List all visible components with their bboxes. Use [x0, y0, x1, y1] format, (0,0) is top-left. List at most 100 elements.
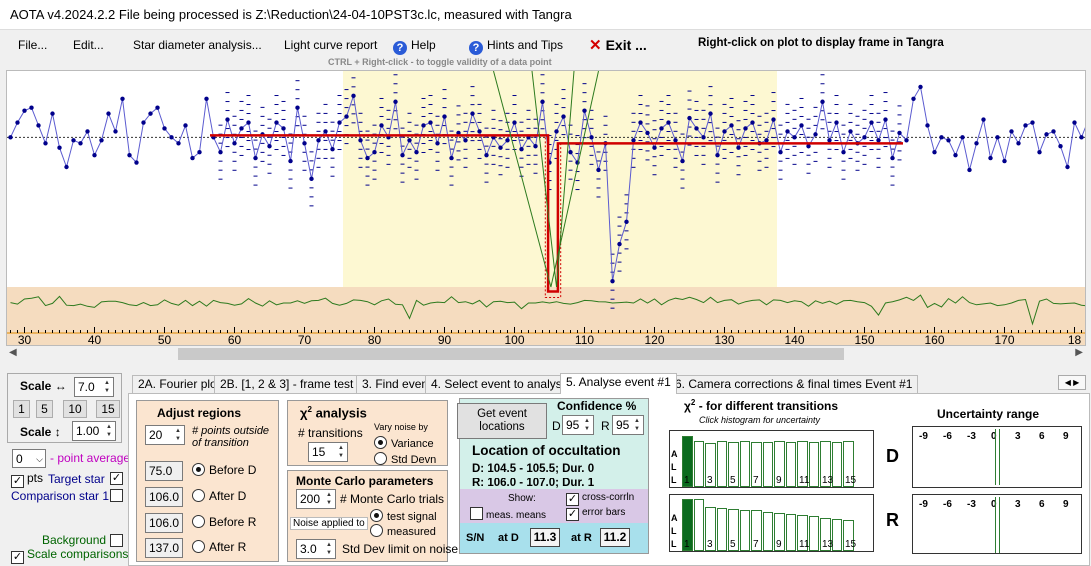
histogram-bar[interactable] — [808, 516, 819, 551]
before-r-radio[interactable]: Before R — [192, 515, 256, 529]
cross-corr-checkbox[interactable]: ✓ cross-corrln — [566, 492, 634, 506]
histogram-bar[interactable] — [751, 442, 762, 487]
confidence-r-input[interactable]: 95 ▲ ▼ — [612, 415, 644, 435]
menu-exit[interactable]: ✕ Exit ... — [589, 36, 647, 54]
x-tick-label: 60 — [228, 333, 242, 345]
pts-checkbox[interactable]: ✓ pts — [11, 471, 43, 488]
histogram-bar[interactable] — [774, 513, 785, 551]
spinner-icon[interactable]: ▲ ▼ — [584, 418, 590, 432]
monte-carlo-trials-input[interactable]: 200 ▲ ▼ — [296, 489, 336, 509]
std-devn-radio[interactable]: Std Devn — [374, 452, 436, 466]
histogram-bar[interactable] — [820, 441, 831, 487]
histogram-bar[interactable] — [751, 510, 762, 551]
menu-file[interactable]: File... — [18, 38, 48, 52]
tab-find-events[interactable]: 3. Find events — [356, 375, 444, 393]
histogram-bar[interactable] — [843, 441, 854, 487]
histogram-bar[interactable] — [797, 515, 808, 551]
points-outside-input[interactable]: 20 ▲ ▼ — [145, 425, 185, 445]
light-curve-plot[interactable]: 30 40 50 60 70 80 90 100 110 120 130 140 150 160 170 18 — [6, 68, 1091, 347]
tab-scroll-arrows[interactable]: ◀ ▶ — [1058, 375, 1086, 390]
spinner-icon[interactable]: ▲ ▼ — [104, 380, 110, 394]
scroll-left-icon[interactable]: ◀ — [9, 347, 17, 358]
scale-step-15-button[interactable]: 15 — [96, 400, 120, 418]
error-bars-checkbox[interactable]: ✓ error bars — [566, 507, 625, 521]
histogram-r[interactable]: A L L 1 3 5 7 9 11 13 15 — [669, 494, 874, 552]
transitions-label: # transitions — [298, 426, 363, 440]
histogram-bar[interactable] — [785, 514, 796, 551]
sn-at-d-value: 11.3 — [530, 528, 560, 547]
comparison-star-checkbox[interactable] — [110, 489, 123, 502]
transitions-input[interactable]: 15 ▲ ▼ — [308, 442, 348, 462]
spinner-icon[interactable]: ▲ ▼ — [326, 492, 332, 506]
scale-step-10-button[interactable]: 10 — [63, 400, 87, 418]
histogram-bar[interactable] — [705, 507, 716, 551]
spinner-icon[interactable]: ▲ ▼ — [175, 428, 181, 442]
histogram-bar[interactable] — [774, 441, 785, 487]
histogram-bar[interactable] — [682, 499, 693, 551]
after-r-radio[interactable]: After R — [192, 540, 246, 554]
variance-radio[interactable]: Variance — [374, 436, 434, 450]
scrollbar-thumb[interactable] — [178, 348, 844, 360]
histogram-bar[interactable] — [820, 518, 831, 551]
point-average-select[interactable]: 0 ⌵ — [12, 449, 46, 468]
scroll-right-icon[interactable]: ▶ — [1075, 347, 1083, 358]
scale-comparisons-label: Scale comparisons — [27, 547, 129, 561]
histogram-bar[interactable] — [831, 442, 842, 487]
tab-fourier[interactable]: 2A. Fourier plot — [132, 375, 227, 393]
scale-step-1-button[interactable]: 1 — [13, 400, 30, 418]
scale-h-input[interactable]: 7.0 ▲ ▼ — [74, 377, 114, 397]
confidence-d-input[interactable]: 95 ▲ ▼ — [562, 415, 594, 435]
histogram-bar[interactable] — [728, 442, 739, 487]
spinner-icon[interactable]: ▲ ▼ — [634, 418, 640, 432]
background-checkbox[interactable] — [110, 534, 123, 547]
after-d-radio[interactable]: After D — [192, 489, 246, 503]
histogram-bar[interactable] — [739, 510, 750, 551]
std-limit-input[interactable]: 3.0 ▲ ▼ — [296, 539, 336, 559]
scale-comparisons-checkbox[interactable]: ✓ Scale comparisons — [11, 547, 128, 564]
fit-confidence-line — [544, 137, 562, 299]
tab-select-event[interactable]: 4. Select event to analyse — [425, 375, 575, 393]
chevron-left-icon[interactable]: ◀ — [1064, 378, 1071, 387]
menu-help[interactable]: ? Help — [393, 38, 436, 55]
menu-light-curve-report[interactable]: Light curve report — [284, 38, 378, 52]
scale-v-input[interactable]: 1.00 ▲ ▼ — [72, 421, 116, 441]
get-event-locations-button[interactable]: Get event locations — [457, 403, 547, 439]
menu-star-diameter[interactable]: Star diameter analysis... — [133, 38, 262, 52]
tab-camera-corrections[interactable]: 6. Camera corrections & final times Even… — [669, 375, 919, 393]
histogram-bar[interactable] — [808, 442, 819, 487]
histogram-bar[interactable] — [843, 520, 854, 551]
histogram-bar[interactable] — [762, 442, 773, 487]
histogram-bar[interactable] — [693, 441, 704, 487]
chevron-right-icon[interactable]: ▶ — [1073, 378, 1080, 387]
histogram-bar[interactable] — [716, 508, 727, 551]
before-d-radio[interactable]: Before D — [192, 463, 256, 477]
histogram-bar[interactable] — [682, 436, 693, 487]
histogram-bar[interactable] — [797, 441, 808, 487]
light-curve-svg[interactable]: 30 40 50 60 70 80 90 100 110 120 130 140 150 160 170 18 — [7, 68, 1091, 347]
measured-radio[interactable]: measured — [370, 524, 436, 538]
tab-frame-test[interactable]: 2B. [1, 2 & 3] - frame test — [214, 375, 360, 393]
histogram-bar[interactable] — [785, 442, 796, 487]
target-star-checkbox[interactable]: ✓ — [110, 472, 123, 485]
histogram-bar[interactable] — [728, 509, 739, 551]
histogram-bar[interactable] — [739, 441, 750, 487]
data-point — [148, 111, 153, 116]
sn-at-r-label: at R — [571, 532, 592, 544]
histogram-bar[interactable] — [762, 512, 773, 551]
test-signal-radio[interactable]: test signal — [370, 509, 437, 523]
histogram-bar[interactable] — [693, 499, 704, 551]
menu-hints[interactable]: ? Hints and Tips — [469, 38, 563, 55]
scale-step-5-button[interactable]: 5 — [36, 400, 53, 418]
histogram-bar[interactable] — [705, 443, 716, 487]
menu-edit[interactable]: Edit... — [73, 38, 104, 52]
histogram-bar[interactable] — [716, 441, 727, 487]
spinner-icon[interactable]: ▲ ▼ — [326, 542, 332, 556]
chevron-down-icon[interactable]: ⌵ — [36, 454, 43, 464]
spinner-icon[interactable]: ▲ ▼ — [106, 424, 112, 438]
spinner-icon[interactable]: ▲ ▼ — [338, 445, 344, 459]
meas-means-checkbox[interactable]: meas. means — [470, 507, 546, 521]
histogram-d[interactable]: A L L 1 3 5 7 9 11 13 15 — [669, 430, 874, 488]
tab-analyse-event[interactable]: 5. Analyse event #1 — [560, 373, 677, 394]
histogram-bar[interactable] — [831, 519, 842, 551]
plot-scrollbar[interactable]: ◀ ▶ — [6, 346, 1086, 362]
